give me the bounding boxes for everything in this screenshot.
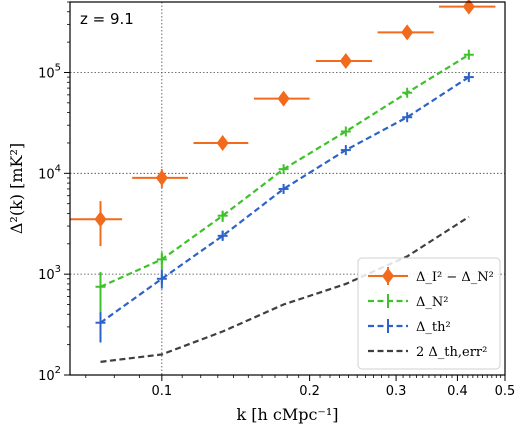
redshift-annotation: z = 9.1 xyxy=(80,10,134,28)
x-axis-label-text: k [h cMpc⁻¹] xyxy=(236,405,338,424)
legend-item: Δ_th² xyxy=(368,319,451,335)
series-2 xyxy=(95,72,474,343)
y-tick-label: 104 xyxy=(38,163,61,182)
y-tick-label: 103 xyxy=(38,264,61,283)
x-tick-label: 0.2 xyxy=(299,384,320,399)
legend-label: Δ_th² xyxy=(416,320,451,335)
legend-item: Δ_I² − Δ_N² xyxy=(368,267,494,285)
series-line xyxy=(100,215,470,363)
x-tick-label: 0.5 xyxy=(495,384,516,399)
diamond-marker xyxy=(339,52,352,69)
y-tick-label: 102 xyxy=(38,365,61,384)
diamond-marker xyxy=(155,169,168,186)
legend-label: Δ_I² − Δ_N² xyxy=(416,270,494,285)
legend-item: Δ_N² xyxy=(368,294,448,310)
diamond-marker xyxy=(462,0,475,15)
series-1 xyxy=(95,49,474,313)
y-tick-label: 105 xyxy=(38,62,61,81)
plot-series xyxy=(70,0,496,363)
diamond-marker xyxy=(216,134,229,151)
y-axis-label-text: Δ²(k) [mK²] xyxy=(7,143,26,234)
legend-swatch-diamond xyxy=(382,268,394,284)
series-0 xyxy=(70,0,496,247)
diamond-marker xyxy=(277,90,290,107)
x-tick-label: 0.1 xyxy=(152,384,173,399)
legend-label: 2 Δ_th,err² xyxy=(416,345,487,360)
x-axis-label: k [h cMpc⁻¹] xyxy=(236,405,338,424)
diamond-marker xyxy=(94,211,107,228)
x-tick-label: 0.3 xyxy=(386,384,407,399)
diamond-marker xyxy=(401,24,414,41)
x-tick-label: 0.4 xyxy=(447,384,468,399)
legend-label: Δ_N² xyxy=(416,295,448,310)
legend-item: 2 Δ_th,err² xyxy=(368,345,487,360)
y-axis-label: Δ²(k) [mK²] xyxy=(7,143,26,234)
series-3 xyxy=(100,215,470,363)
legend-box xyxy=(357,257,501,370)
legend: Δ_I² − Δ_N² Δ_N² Δ_th² 2 Δ_th,err² xyxy=(357,257,501,370)
